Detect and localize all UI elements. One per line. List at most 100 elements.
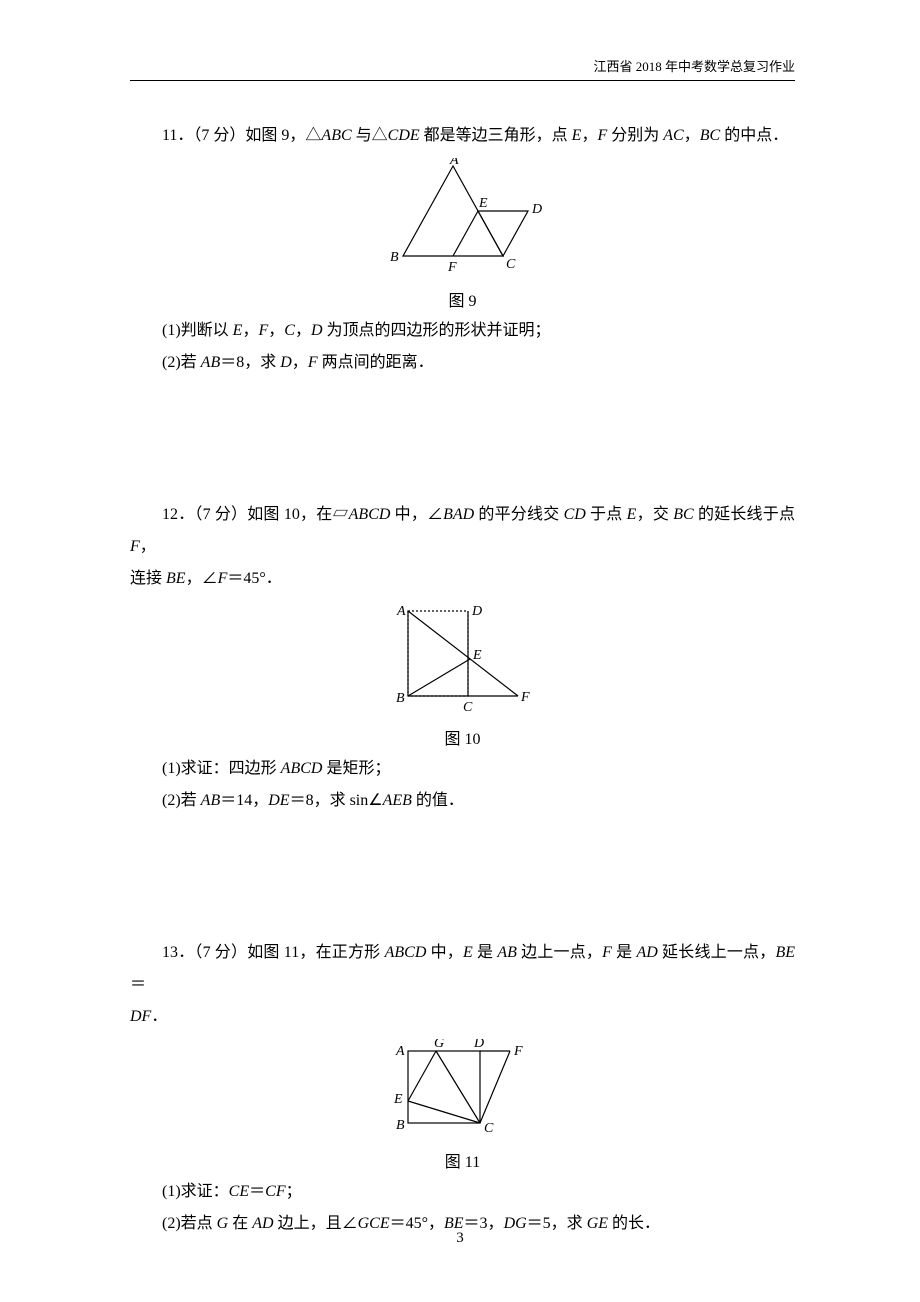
var: BE — [166, 570, 186, 587]
figure-9: A B C D E F 图 9 — [130, 158, 795, 311]
var-cde: CDE — [388, 127, 420, 144]
label-d: D — [471, 604, 482, 619]
figure-10: A D B C E F 图 10 — [130, 601, 795, 749]
label-f: F — [447, 260, 457, 275]
text: ， — [684, 127, 700, 144]
text: 与△ — [352, 127, 388, 144]
text: ， — [268, 322, 284, 339]
figure-11: A B C D E F G 图 11 — [130, 1039, 795, 1172]
p13-q1: (1)求证：CE＝CF； — [130, 1176, 795, 1208]
text: ， — [581, 127, 597, 144]
label-b: B — [396, 1118, 405, 1133]
var: F — [602, 944, 612, 961]
problem-11: 11．（7 分）如图 9，△ABC 与△CDE 都是等边三角形，点 E，F 分别… — [130, 120, 795, 379]
var: CD — [564, 506, 586, 523]
var: D — [280, 354, 292, 371]
page-content: 11．（7 分）如图 9，△ABC 与△CDE 都是等边三角形，点 E，F 分别… — [130, 120, 795, 1240]
label-d: D — [531, 202, 542, 217]
text: 是 — [612, 944, 637, 961]
text: ； — [286, 1183, 302, 1200]
p12-stem-2: 连接 BE，∠F＝45°． — [130, 563, 795, 595]
problem-12: 12．（7 分）如图 10，在▱ABCD 中，∠BAD 的平分线交 CD 于点 … — [130, 499, 795, 817]
var: AEB — [383, 792, 412, 809]
label-f: F — [520, 690, 530, 705]
var: CF — [265, 1183, 285, 1200]
var-abc: ABC — [321, 127, 351, 144]
label-e: E — [478, 196, 488, 211]
var-e: E — [572, 127, 582, 144]
label-b: B — [390, 250, 399, 265]
label-c: C — [506, 257, 516, 272]
text: 是 — [473, 944, 498, 961]
text: 都是等边三角形，点 — [420, 127, 572, 144]
var-ac: AC — [663, 127, 683, 144]
var: AB — [497, 944, 517, 961]
text: 12．（7 分）如图 10，在▱ — [162, 506, 349, 523]
label-e: E — [472, 648, 482, 663]
text: ， — [242, 322, 258, 339]
var: DE — [268, 792, 289, 809]
var: AB — [201, 354, 221, 371]
label-e: E — [393, 1092, 403, 1107]
var: E — [627, 506, 637, 523]
label-a: A — [396, 604, 406, 619]
text: 的值． — [412, 792, 464, 809]
text: ＝ — [249, 1183, 265, 1200]
p13-stem: 13．（7 分）如图 11，在正方形 ABCD 中，E 是 AB 边上一点，F … — [130, 937, 795, 1001]
text: 连接 — [130, 570, 166, 587]
page-number: 3 — [0, 1230, 920, 1247]
label-g: G — [434, 1039, 444, 1051]
text: (2)若 — [162, 792, 201, 809]
label-d: D — [473, 1039, 484, 1051]
var: ABCD — [281, 760, 323, 777]
header-underline — [130, 80, 795, 81]
var: BAD — [443, 506, 474, 523]
text: 是矩形； — [322, 760, 390, 777]
text: 延长线上一点， — [658, 944, 776, 961]
var-f: F — [597, 127, 607, 144]
text: 为顶点的四边形的形状并证明； — [323, 322, 551, 339]
text: ，∠ — [186, 570, 218, 587]
p11-stem: 11．（7 分）如图 9，△ABC 与△CDE 都是等边三角形，点 E，F 分别… — [130, 120, 795, 152]
p12-stem: 12．（7 分）如图 10，在▱ABCD 中，∠BAD 的平分线交 CD 于点 … — [130, 499, 795, 563]
var: ABCD — [349, 506, 391, 523]
label-b: B — [396, 691, 405, 706]
var: C — [284, 322, 295, 339]
text: 中，∠ — [390, 506, 443, 523]
label-c: C — [484, 1121, 494, 1136]
text: 边上一点， — [517, 944, 602, 961]
text: ＝45°． — [227, 570, 281, 587]
p12-q2: (2)若 AB＝14，DE＝8，求 sin∠AEB 的值． — [130, 785, 795, 817]
figure-9-caption: 图 9 — [130, 287, 795, 311]
label-f: F — [513, 1044, 523, 1059]
var: DF — [130, 1008, 151, 1025]
text: 分别为 — [607, 127, 663, 144]
text: ， — [292, 354, 308, 371]
text: ＝8，求 sin∠ — [290, 792, 383, 809]
label-a: A — [395, 1044, 405, 1059]
text: ． — [151, 1008, 167, 1025]
var: AB — [201, 792, 221, 809]
label-a: A — [449, 158, 459, 168]
text: ， — [295, 322, 311, 339]
text: ， — [140, 538, 156, 555]
var: F — [218, 570, 228, 587]
var: D — [311, 322, 323, 339]
text: 于点 — [586, 506, 627, 523]
p13-stem-2: DF． — [130, 1001, 795, 1033]
text: 的平分线交 — [474, 506, 563, 523]
text: 两点间的距离． — [318, 354, 434, 371]
var: BE — [775, 944, 795, 961]
text: (1)求证：四边形 — [162, 760, 281, 777]
problem-13: 13．（7 分）如图 11，在正方形 ABCD 中，E 是 AB 边上一点，F … — [130, 937, 795, 1240]
text: 13．（7 分）如图 11，在正方形 — [162, 944, 385, 961]
var-bc: BC — [700, 127, 720, 144]
var: BC — [673, 506, 693, 523]
label-c: C — [463, 700, 473, 715]
page-header-right: 江西省 2018 年中考数学总复习作业 — [593, 56, 795, 75]
text: 的中点． — [720, 127, 788, 144]
text: ＝8，求 — [220, 354, 280, 371]
p11-q2: (2)若 AB＝8，求 D，F 两点间的距离． — [130, 347, 795, 379]
text: 中， — [426, 944, 463, 961]
p11-q1: (1)判断以 E，F，C，D 为顶点的四边形的形状并证明； — [130, 315, 795, 347]
